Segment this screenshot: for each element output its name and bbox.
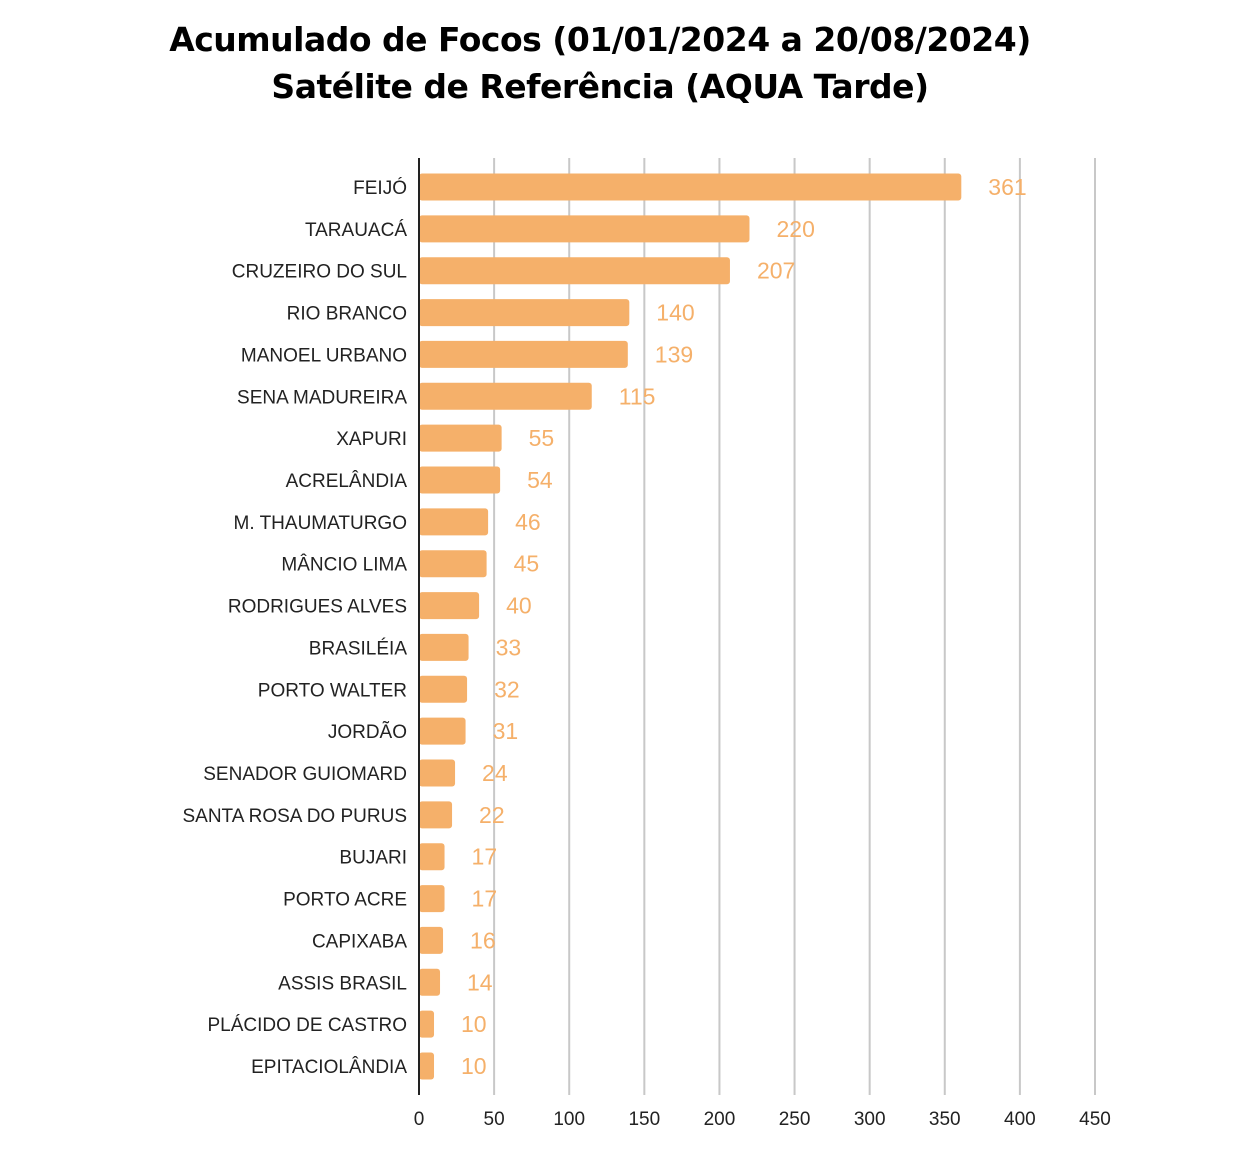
x-tick-label: 400 <box>1004 1109 1036 1130</box>
category-label: TARAUACÁ <box>305 220 407 241</box>
data-label: 140 <box>656 300 694 326</box>
category-label: PORTO ACRE <box>283 890 407 911</box>
data-label: 361 <box>988 174 1026 200</box>
data-label: 32 <box>494 676 520 702</box>
category-label: SENA MADUREIRA <box>237 387 407 408</box>
bar <box>419 759 456 787</box>
data-label: 17 <box>472 844 498 870</box>
data-label: 54 <box>527 467 553 493</box>
category-label: MÂNCIO LIMA <box>281 554 407 576</box>
bar <box>419 215 750 243</box>
x-tick-label: 150 <box>628 1109 660 1130</box>
bar <box>419 926 444 954</box>
bar <box>419 550 487 578</box>
bar <box>419 340 628 368</box>
bar <box>419 466 501 494</box>
data-label: 33 <box>496 634 522 660</box>
bar <box>419 173 962 201</box>
data-label: 207 <box>757 258 795 284</box>
data-label: 46 <box>515 509 541 535</box>
data-label: 24 <box>482 760 508 786</box>
category-label: RIO BRANCO <box>287 304 407 325</box>
bar <box>419 968 441 996</box>
data-label: 10 <box>461 1011 487 1037</box>
chart-subtitle: Satélite de Referência (AQUA Tarde) <box>271 67 929 106</box>
x-tick-label: 0 <box>414 1109 425 1130</box>
data-label: 220 <box>776 216 814 242</box>
bar <box>419 299 630 327</box>
bar <box>419 382 592 410</box>
category-label: SENADOR GUIOMARD <box>203 764 407 785</box>
data-label: 14 <box>467 969 493 995</box>
category-label: ACRELÂNDIA <box>286 470 408 492</box>
bar <box>419 424 502 452</box>
category-label: PLÁCIDO DE CASTRO <box>207 1015 407 1036</box>
bar <box>419 1052 435 1080</box>
category-label: FEIJÓ <box>353 177 407 199</box>
data-label: 31 <box>493 718 519 744</box>
bar <box>419 592 480 620</box>
data-label: 22 <box>479 802 505 828</box>
bar <box>419 801 453 829</box>
bar <box>419 675 468 703</box>
data-label: 40 <box>506 593 532 619</box>
bar <box>419 843 445 871</box>
bar <box>419 508 489 536</box>
data-label: 45 <box>514 551 540 577</box>
x-tick-label: 100 <box>553 1109 585 1130</box>
data-label: 115 <box>619 383 656 409</box>
bar <box>419 717 466 745</box>
category-label: M. THAUMATURGO <box>234 513 407 534</box>
category-label: XAPURI <box>336 429 407 450</box>
data-label: 16 <box>470 927 496 953</box>
chart-title: Acumulado de Focos (01/01/2024 a 20/08/2… <box>169 20 1031 59</box>
x-tick-label: 200 <box>704 1109 736 1130</box>
category-label: ASSIS BRASIL <box>278 973 407 994</box>
bar <box>419 257 730 285</box>
data-label: 10 <box>461 1053 487 1079</box>
category-label: MANOEL URBANO <box>241 345 407 366</box>
x-tick-label: 300 <box>854 1109 886 1130</box>
x-tick-label: 350 <box>929 1109 961 1130</box>
category-label: EPITACIOLÂNDIA <box>251 1056 407 1078</box>
x-tick-label: 250 <box>779 1109 811 1130</box>
bar <box>419 1010 435 1038</box>
x-tick-label: 50 <box>484 1109 505 1130</box>
category-label: SANTA ROSA DO PURUS <box>182 806 407 827</box>
bar <box>419 885 445 913</box>
category-label: BRASILÉIA <box>309 638 408 659</box>
category-label: JORDÃO <box>328 721 407 743</box>
data-label: 17 <box>472 886 498 912</box>
category-label: CRUZEIRO DO SUL <box>232 262 407 283</box>
bar <box>419 633 469 661</box>
category-label: CAPIXABA <box>312 931 407 952</box>
category-label: RODRIGUES ALVES <box>228 597 407 618</box>
data-label: 55 <box>529 425 555 451</box>
data-label: 139 <box>655 341 693 367</box>
x-tick-label: 450 <box>1079 1109 1111 1130</box>
category-label: BUJARI <box>339 848 407 869</box>
category-label: PORTO WALTER <box>258 680 407 701</box>
